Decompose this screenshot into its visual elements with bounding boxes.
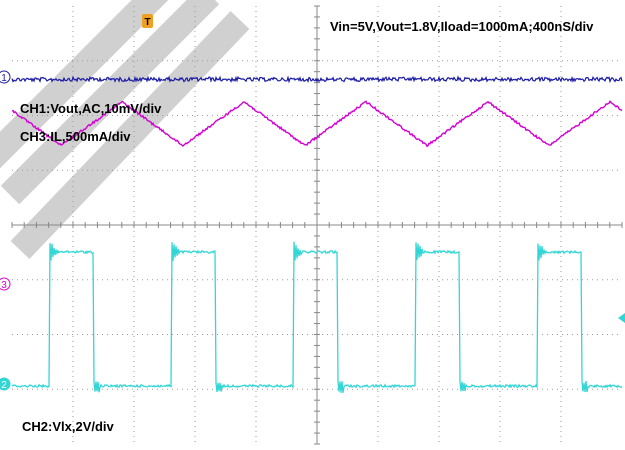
ch1-marker-icon: 1 — [0, 70, 11, 84]
ch2-label: CH2:Vlx,2V/div — [22, 419, 115, 434]
ch3-trace — [11, 100, 623, 148]
ch3-marker-label: 3 — [1, 280, 7, 291]
ch2-marker-label: 2 — [1, 380, 7, 391]
ch2-marker-icon: 2 — [0, 377, 11, 391]
ch3-marker-icon: 3 — [0, 277, 11, 291]
ch2-level-arrow-icon — [618, 313, 625, 323]
ch1-trace — [11, 75, 623, 84]
graticule — [11, 5, 623, 445]
trigger-marker-label: T — [144, 17, 150, 28]
ch1-marker-label: 1 — [1, 73, 7, 84]
ch1-label: CH1:Vout,AC,10mV/div — [20, 101, 162, 116]
header-text: Vin=5V,Vout=1.8V,Iload=1000mA;400nS/div — [330, 19, 594, 34]
ch2-trace — [11, 241, 623, 393]
trigger-marker-icon: T — [142, 14, 153, 28]
ch3-label: CH3:IL,500mA/div — [20, 129, 131, 144]
watermark — [0, 0, 250, 259]
